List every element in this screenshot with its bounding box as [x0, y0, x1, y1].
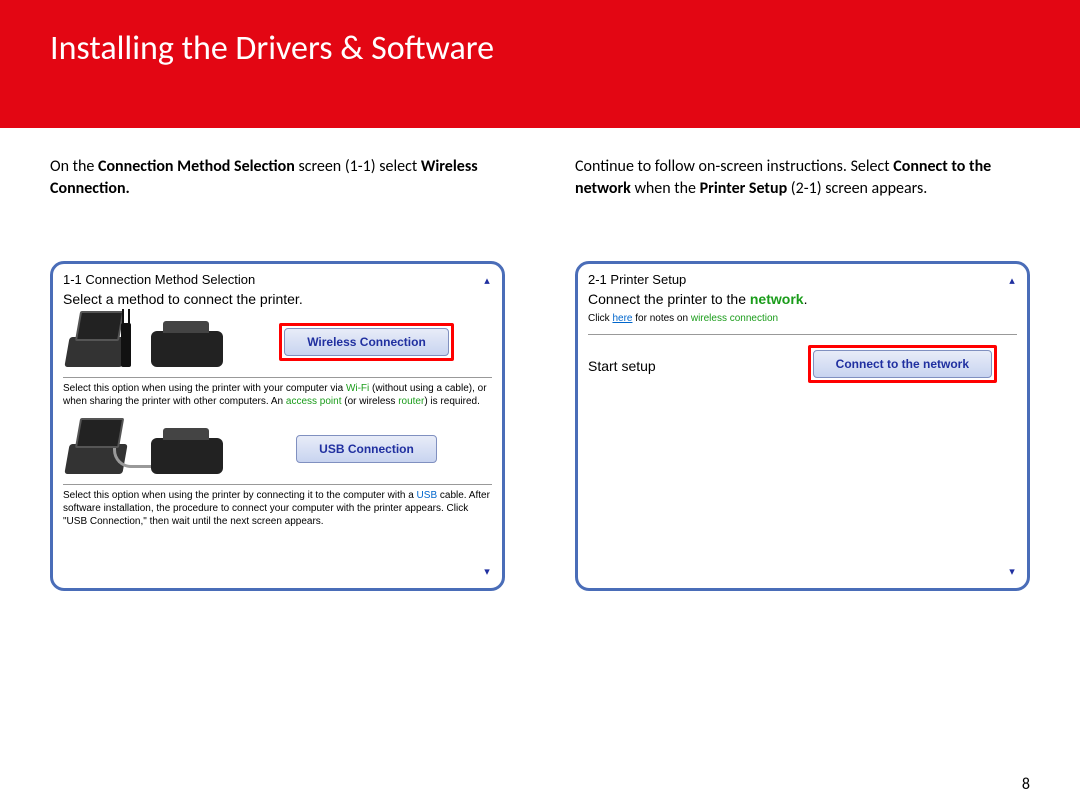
left-column: On the Connection Method Selection scree…: [50, 156, 505, 591]
usb-description: Select this option when using the printe…: [63, 484, 492, 528]
text-green: network: [750, 291, 804, 307]
connect-network-button[interactable]: Connect to the network: [813, 350, 992, 378]
dialog-title: 2-1 Printer Setup: [588, 272, 1017, 287]
text-highlight: USB: [417, 490, 438, 501]
wireless-button-wrap: Wireless Connection: [241, 323, 492, 361]
text: (2-1) screen appears.: [787, 179, 927, 198]
scroll-down-icon[interactable]: ▾: [1005, 565, 1019, 578]
right-instruction: Continue to follow on-screen instruction…: [575, 156, 1030, 201]
wireless-illustration: [63, 313, 233, 371]
text: Select this option when using the printe…: [63, 490, 417, 501]
text: ) is required.: [424, 396, 480, 407]
dialog-subtitle: Select a method to connect the printer.: [63, 291, 492, 307]
text-bold: Printer Setup: [700, 179, 788, 198]
text-green: wireless connection: [691, 313, 778, 324]
printer-icon: [151, 331, 223, 367]
page-number: 8: [1022, 775, 1030, 794]
laptop-icon: [64, 337, 127, 367]
usb-option-row: USB Connection: [63, 420, 492, 478]
text-highlight: router: [398, 396, 424, 407]
usb-illustration: [63, 420, 233, 478]
dialog-subtitle: Connect the printer to the network.: [588, 291, 1017, 307]
text: for notes on: [632, 313, 690, 324]
scroll-up-icon[interactable]: ▴: [480, 274, 494, 287]
printer-setup-dialog: ▴ ▾ 2-1 Printer Setup Connect the printe…: [575, 261, 1030, 591]
text: Continue to follow on-screen instruction…: [575, 157, 893, 176]
text-highlight: access point: [286, 396, 342, 407]
title-header: Installing the Drivers & Software: [0, 0, 1080, 128]
wireless-connection-button[interactable]: Wireless Connection: [284, 328, 449, 356]
highlight-frame: Connect to the network: [808, 345, 997, 383]
usb-button-wrap: USB Connection: [241, 435, 492, 463]
scroll-up-icon[interactable]: ▴: [1005, 274, 1019, 287]
text: Connect the printer to the: [588, 291, 750, 307]
highlight-frame: Wireless Connection: [279, 323, 454, 361]
start-setup-label: Start setup: [588, 358, 656, 374]
content-area: On the Connection Method Selection scree…: [0, 128, 1080, 619]
usb-connection-button[interactable]: USB Connection: [296, 435, 437, 463]
printer-icon: [151, 438, 223, 474]
wireless-description: Select this option when using the printe…: [63, 377, 492, 420]
text: when the: [631, 179, 700, 198]
dialog-title: 1-1 Connection Method Selection: [63, 272, 492, 287]
text: On the: [50, 157, 98, 176]
left-instruction: On the Connection Method Selection scree…: [50, 156, 505, 201]
connection-selection-dialog: ▴ ▾ 1-1 Connection Method Selection Sele…: [50, 261, 505, 591]
scroll-down-icon[interactable]: ▾: [480, 565, 494, 578]
text: .: [804, 291, 808, 307]
text-bold: Connection Method Selection: [98, 157, 295, 176]
start-setup-row: Start setup Connect to the network: [588, 334, 1017, 383]
text: (or wireless: [342, 396, 399, 407]
wireless-option-row: Wireless Connection: [63, 313, 492, 371]
text-highlight: Wi-Fi: [346, 383, 369, 394]
router-icon: [121, 323, 131, 367]
page-title: Installing the Drivers & Software: [50, 28, 1030, 69]
text: Click: [588, 313, 612, 324]
here-link[interactable]: here: [612, 313, 632, 324]
wireless-note: Click here for notes on wireless connect…: [588, 313, 1017, 324]
right-column: Continue to follow on-screen instruction…: [575, 156, 1030, 591]
text: screen (1-1) select: [295, 157, 421, 176]
text: Select this option when using the printe…: [63, 383, 346, 394]
